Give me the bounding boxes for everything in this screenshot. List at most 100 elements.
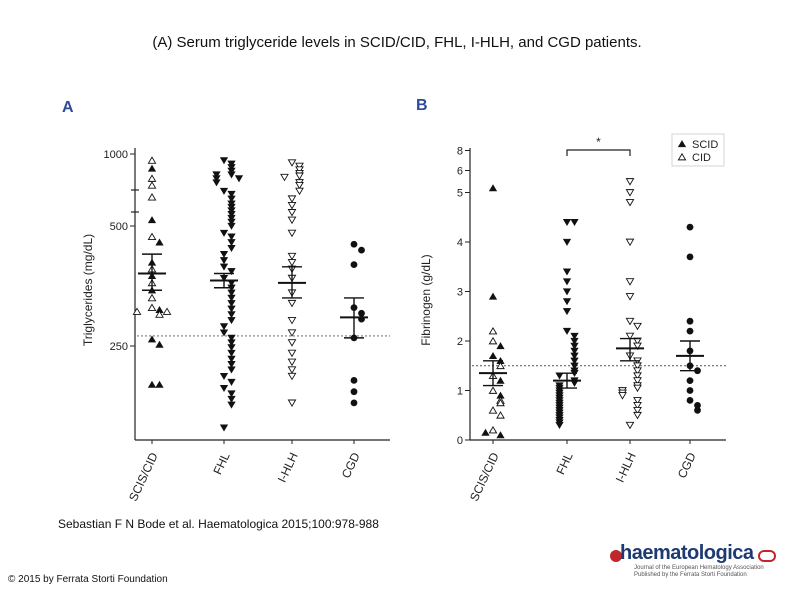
x-tick-label: CGD (339, 450, 363, 480)
data-point (219, 229, 229, 237)
data-point (147, 181, 157, 189)
data-point (350, 376, 358, 384)
data-point (227, 190, 236, 198)
data-point (633, 362, 642, 370)
data-point (227, 390, 236, 398)
data-point (219, 323, 229, 331)
data-point (295, 172, 304, 181)
data-point (488, 184, 498, 192)
data-point (686, 327, 694, 335)
y-tick-label: 8 (457, 146, 463, 158)
data-point (227, 207, 236, 215)
data-point (295, 187, 304, 196)
data-point (227, 218, 236, 226)
significance-marker: * (596, 135, 601, 149)
data-point (488, 292, 498, 300)
data-point (227, 305, 236, 313)
data-point (570, 332, 579, 340)
data-point (287, 358, 297, 367)
data-point (287, 159, 297, 167)
legend-label: SCID (692, 139, 718, 151)
data-point (227, 268, 236, 276)
data-point (562, 308, 572, 316)
y-tick-label: 1000 (104, 149, 128, 161)
data-point (625, 421, 635, 430)
data-point (147, 232, 157, 241)
data-point (287, 329, 297, 337)
data-point (633, 411, 642, 420)
data-point (633, 402, 642, 410)
y-axis-label: Triglycerides (mg/dL) (81, 234, 95, 346)
y-tick-label: 0 (457, 435, 463, 447)
data-point (694, 401, 701, 409)
citation: Sebastian F N Bode et al. Haematologica … (58, 517, 379, 531)
data-point (287, 349, 297, 358)
data-point (488, 425, 498, 434)
data-point (147, 380, 157, 388)
data-point (227, 401, 236, 409)
data-point (488, 406, 498, 414)
data-point (488, 326, 498, 335)
data-point (212, 179, 221, 187)
data-point (686, 377, 694, 384)
slide-title: (A) Serum triglyceride levels in SCID/CI… (152, 34, 642, 51)
data-point (555, 421, 564, 429)
data-point (147, 293, 157, 302)
x-tick-label: SCIS/CID (126, 450, 161, 503)
data-point (618, 392, 627, 400)
data-point (686, 223, 694, 231)
data-point (350, 261, 358, 269)
data-point (227, 317, 236, 325)
data-point (350, 388, 358, 396)
significance-bracket (566, 149, 631, 156)
data-point (570, 219, 579, 227)
data-point (219, 257, 229, 265)
x-tick-label: CGD (675, 450, 699, 480)
data-point (147, 335, 157, 343)
data-point (227, 355, 236, 363)
data-point (287, 195, 297, 203)
data-point (287, 202, 297, 210)
data-point (227, 171, 236, 179)
data-point (227, 349, 236, 357)
data-point (227, 339, 236, 347)
data-point (234, 175, 244, 183)
data-point (488, 352, 498, 360)
data-point (496, 342, 505, 350)
data-point (227, 214, 236, 222)
data-point (227, 167, 236, 175)
journal-logo: haematologica Journal of the European He… (600, 540, 780, 580)
data-point (227, 289, 236, 297)
data-point (227, 222, 236, 230)
data-point (633, 322, 642, 331)
y-tick-label: 500 (110, 221, 128, 233)
data-point (625, 189, 635, 197)
data-point (633, 406, 642, 415)
data-point (227, 244, 236, 252)
data-point (496, 361, 505, 370)
data-point (633, 367, 642, 375)
data-point (562, 298, 572, 306)
data-point (287, 299, 297, 308)
y-axis-label: Fibrinogen (g/dL) (419, 254, 433, 345)
panel-label: B (416, 97, 428, 114)
data-point (287, 366, 297, 374)
data-point (496, 431, 505, 439)
data-point (227, 334, 236, 342)
data-point (562, 268, 572, 276)
data-point (481, 428, 490, 436)
y-tick-label: 6 (457, 166, 463, 178)
data-point (227, 344, 236, 352)
data-point (147, 303, 157, 311)
data-point (686, 397, 694, 404)
data-point (570, 337, 579, 345)
data-point (287, 316, 297, 325)
x-tick-label: SCIS/CID (467, 450, 502, 503)
data-point (219, 373, 229, 381)
legend-marker (677, 152, 687, 161)
data-point (227, 311, 236, 319)
data-point (295, 181, 304, 190)
data-point (155, 340, 164, 348)
data-point (496, 398, 505, 407)
